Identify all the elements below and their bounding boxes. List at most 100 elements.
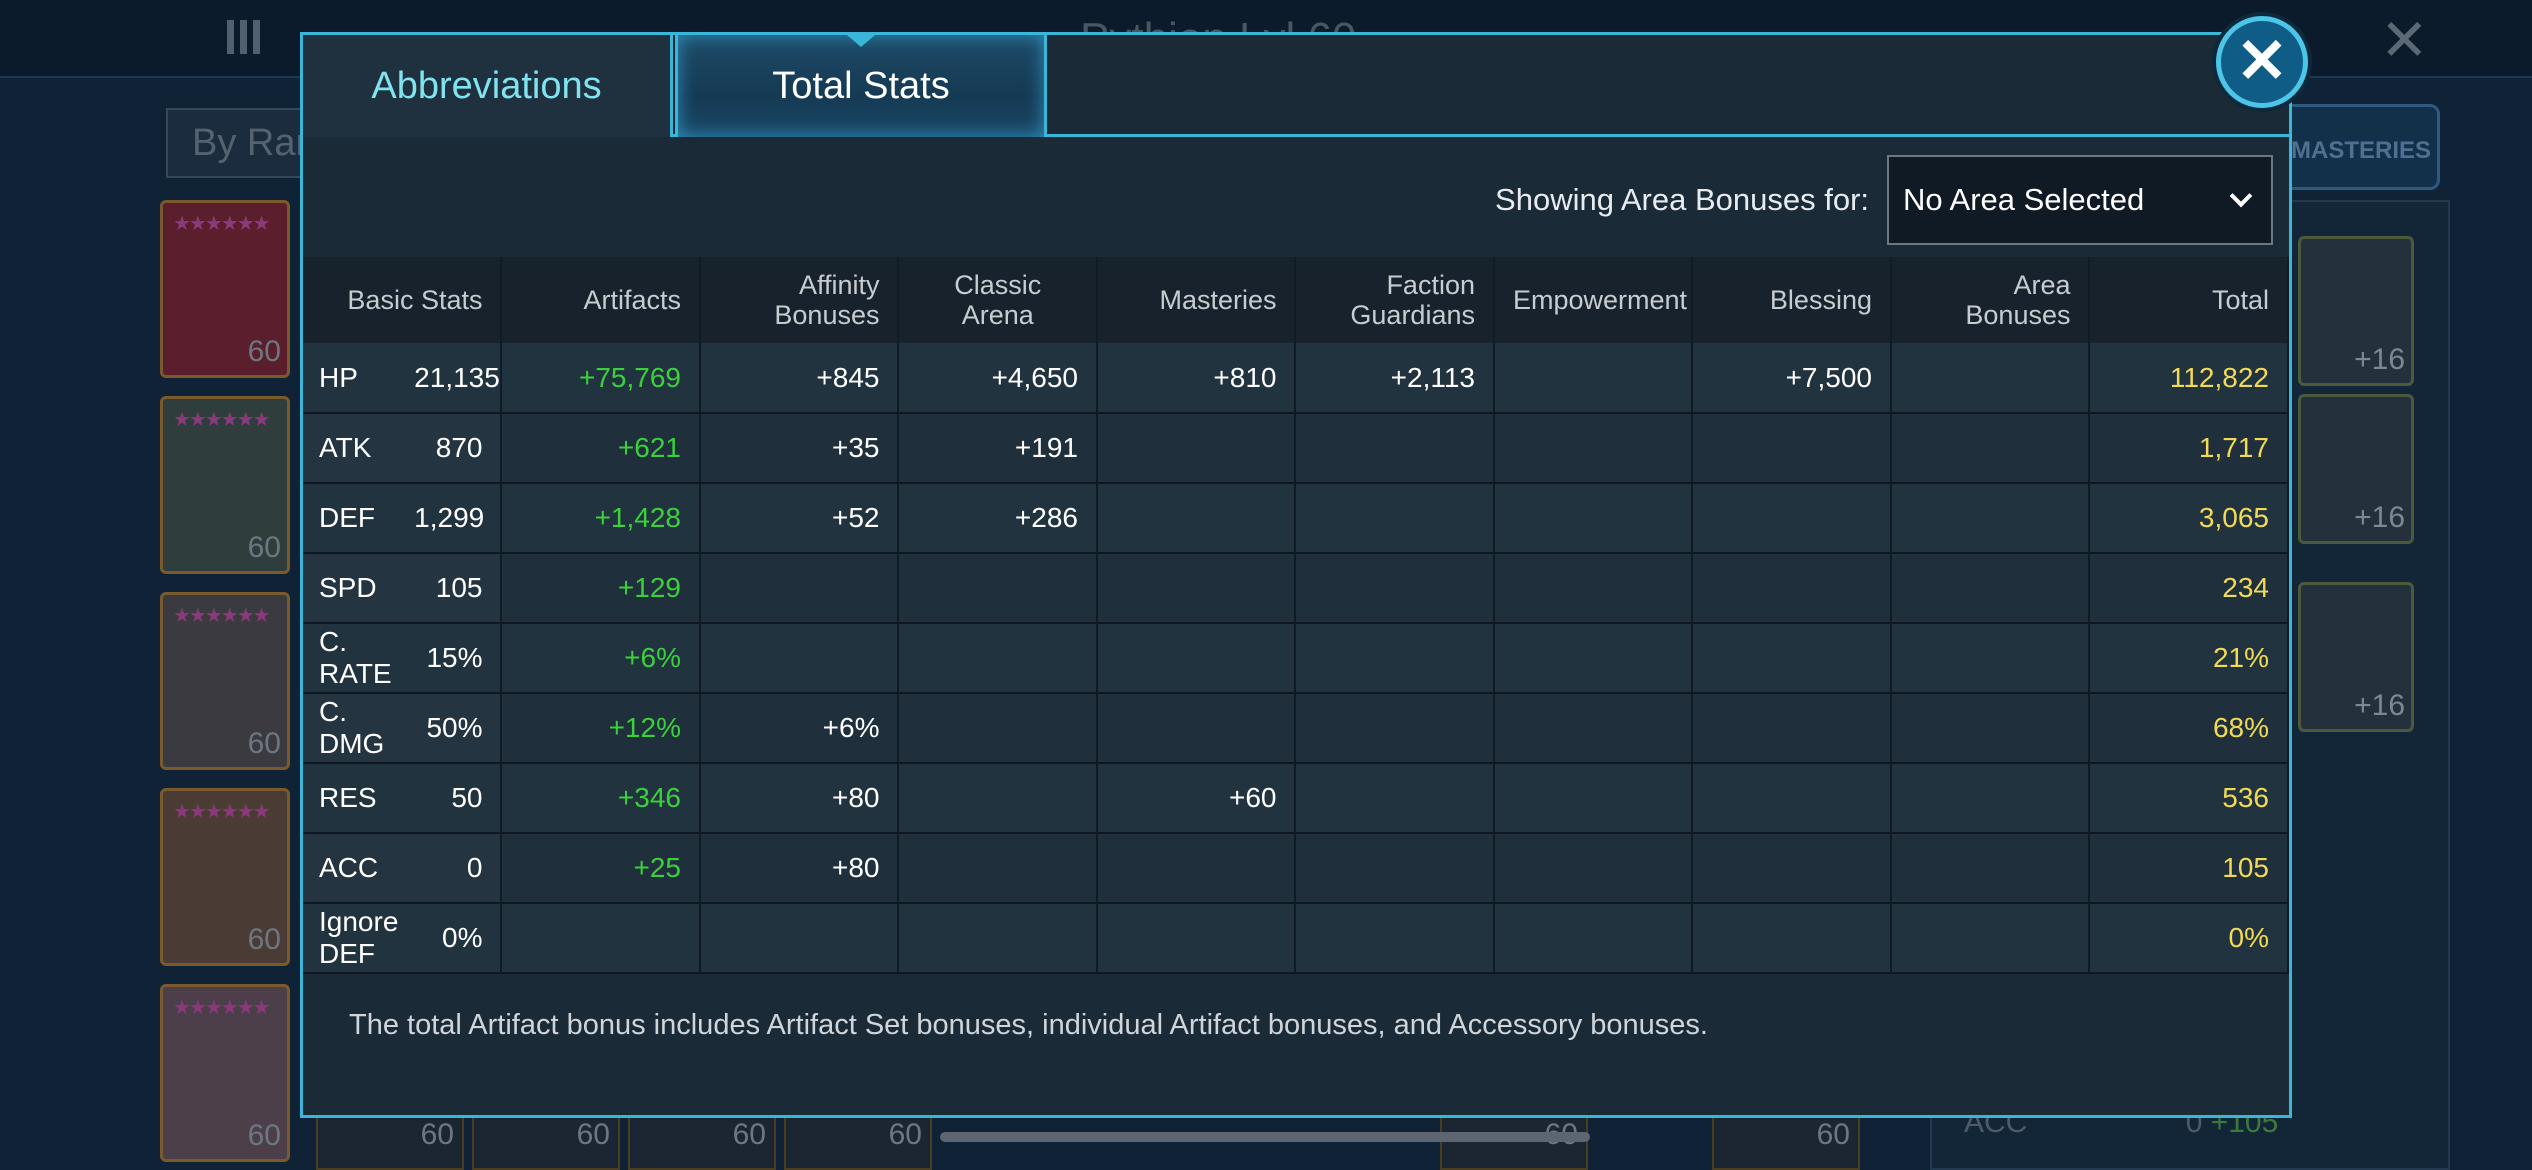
- scroll-indicator[interactable]: [940, 1132, 1590, 1142]
- stat-row: DEF 1,299 +1,428 +52 +286 3,065: [303, 483, 2289, 554]
- tab-total-stats[interactable]: Total Stats: [675, 35, 1047, 137]
- stat-arena-cell: +286: [898, 483, 1098, 554]
- stats-table: Basic Stats Artifacts Affinity Bonuses C…: [303, 257, 2289, 974]
- hero-level: 60: [247, 1119, 281, 1152]
- stat-affinity-cell: +80: [699, 763, 900, 834]
- stat-row: ACC 0 +25 +80 105: [303, 833, 2289, 904]
- stat-affinity-cell: [699, 553, 900, 624]
- stat-affinity-cell: +52: [699, 483, 900, 554]
- stat-empowerment-cell: [1493, 553, 1694, 624]
- stat-blessing-cell: [1692, 553, 1892, 624]
- stat-empowerment-cell: [1493, 413, 1694, 484]
- masteries-button[interactable]: MASTERIES: [2280, 104, 2440, 190]
- hero-card[interactable]: ★★★★★★ 60: [160, 984, 290, 1162]
- stat-name: C. RATE: [303, 623, 397, 694]
- stat-faction-cell: [1295, 413, 1495, 484]
- stat-blessing-cell: [1692, 763, 1892, 834]
- hero-level: 60: [247, 335, 281, 368]
- stat-name: Ignore DEF: [303, 903, 398, 974]
- stat-masteries-cell: [1096, 413, 1297, 484]
- stat-area-cell: [1890, 483, 2091, 554]
- stat-blessing-cell: [1692, 413, 1892, 484]
- upgrade-level: +16: [2354, 689, 2405, 722]
- stat-row: RES 50 +346 +80 +60 536: [303, 763, 2289, 834]
- total-stats-modal: Abbreviations Total Stats Showing Area B…: [300, 32, 2292, 1118]
- bottom-hero-card[interactable]: 60: [472, 1112, 620, 1170]
- hero-level: 60: [576, 1118, 610, 1151]
- stat-artifacts-cell: +75,769: [501, 343, 701, 414]
- stat-faction-cell: [1295, 623, 1495, 694]
- stat-blessing-cell: [1692, 833, 1892, 904]
- stat-masteries-cell: [1096, 693, 1297, 764]
- hero-card[interactable]: ★★★★★★ 60: [160, 592, 290, 770]
- column-header: Faction Guardians: [1295, 257, 1495, 343]
- bottom-hero-card[interactable]: 60: [316, 1112, 464, 1170]
- artifact-bonus-footnote: The total Artifact bonus includes Artifa…: [349, 1009, 1708, 1041]
- stat-arena-cell: [898, 833, 1098, 904]
- hero-level: 60: [420, 1118, 454, 1151]
- stat-empowerment-cell: [1493, 903, 1694, 974]
- stat-arena-cell: [898, 623, 1098, 694]
- bottom-hero-card[interactable]: 60: [1712, 1112, 1860, 1170]
- side-hero-card[interactable]: +16: [2298, 394, 2414, 544]
- stat-blessing-cell: [1692, 483, 1892, 554]
- column-header: Classic Arena: [898, 257, 1098, 343]
- stat-blessing-cell: [1692, 903, 1892, 974]
- area-select-dropdown[interactable]: No Area Selected: [1887, 155, 2273, 245]
- column-header: Empowerment: [1493, 257, 1694, 343]
- hero-level: 60: [1816, 1118, 1850, 1151]
- stat-name: DEF: [303, 483, 397, 554]
- stat-name: HP: [303, 343, 397, 414]
- upgrade-level: +16: [2354, 501, 2405, 534]
- stat-artifacts-cell: +25: [501, 833, 701, 904]
- stat-basic-cell: 0%: [396, 903, 503, 974]
- stat-name: ACC: [303, 833, 397, 904]
- stat-name: C. DMG: [303, 693, 397, 764]
- stat-total-cell: 112,822: [2089, 343, 2289, 414]
- stat-affinity-cell: +80: [699, 833, 900, 904]
- bottom-hero-card[interactable]: 60: [628, 1112, 776, 1170]
- stat-artifacts-cell: [501, 903, 701, 974]
- star-rating-icon: ★★★★★★: [173, 605, 271, 627]
- stat-faction-cell: [1295, 483, 1495, 554]
- stat-affinity-cell: [699, 623, 900, 694]
- stat-empowerment-cell: [1493, 623, 1694, 694]
- stat-empowerment-cell: [1493, 343, 1694, 414]
- background-close-icon[interactable]: ✕: [2380, 8, 2429, 73]
- stat-basic-cell: 50: [396, 763, 503, 834]
- hero-card[interactable]: ★★★★★★ 60: [160, 396, 290, 574]
- bottom-hero-card[interactable]: 60: [784, 1112, 932, 1170]
- side-hero-card[interactable]: +16: [2298, 236, 2414, 386]
- side-hero-card[interactable]: +16: [2298, 582, 2414, 732]
- stat-total-cell: 105: [2089, 833, 2289, 904]
- stat-arena-cell: [898, 903, 1098, 974]
- area-bonus-selector: Showing Area Bonuses for: No Area Select…: [1495, 155, 2273, 245]
- stat-arena-cell: +4,650: [898, 343, 1098, 414]
- hero-card[interactable]: ★★★★★★ 60: [160, 788, 290, 966]
- stat-basic-cell: 105: [396, 553, 503, 624]
- stat-basic-cell: 15%: [396, 623, 503, 694]
- stat-artifacts-cell: +129: [501, 553, 701, 624]
- stat-basic-cell: 870: [396, 413, 503, 484]
- stat-affinity-cell: +35: [699, 413, 900, 484]
- stat-affinity-cell: [699, 903, 900, 974]
- stat-faction-cell: [1295, 763, 1495, 834]
- stat-area-cell: [1890, 343, 2091, 414]
- close-icon[interactable]: ✕: [2216, 16, 2308, 108]
- hero-level: 60: [888, 1118, 922, 1151]
- stat-total-cell: 68%: [2089, 693, 2289, 764]
- stat-name: ATK: [303, 413, 397, 484]
- stat-affinity-cell: +6%: [699, 693, 900, 764]
- star-rating-icon: ★★★★★★: [173, 801, 271, 823]
- stat-row: ATK 870 +621 +35 +191 1,717: [303, 413, 2289, 484]
- stat-arena-cell: +191: [898, 413, 1098, 484]
- stat-arena-cell: [898, 693, 1098, 764]
- hero-card[interactable]: ★★★★★★ 60: [160, 200, 290, 378]
- stat-total-cell: 536: [2089, 763, 2289, 834]
- menu-icon[interactable]: [226, 20, 260, 54]
- chevron-down-icon: [2229, 184, 2253, 208]
- stat-name: RES: [303, 763, 397, 834]
- stat-name: SPD: [303, 553, 397, 624]
- stat-total-cell: 1,717: [2089, 413, 2289, 484]
- tab-abbreviations[interactable]: Abbreviations: [303, 35, 673, 137]
